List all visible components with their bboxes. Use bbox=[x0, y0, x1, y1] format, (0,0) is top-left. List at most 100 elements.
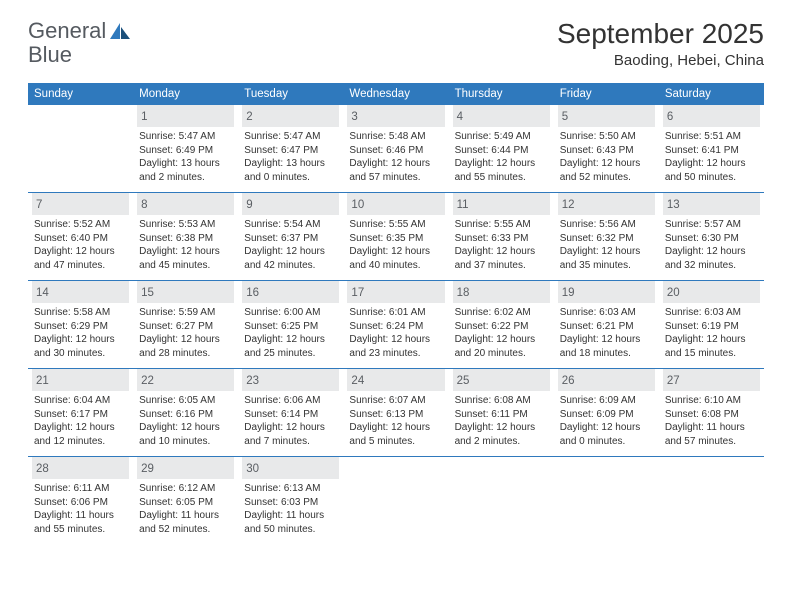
day-cell-11: 11Sunrise: 5:55 AMSunset: 6:33 PMDayligh… bbox=[449, 193, 554, 281]
sunrise-text: Sunrise: 5:57 AM bbox=[665, 218, 758, 232]
sunset-text: Sunset: 6:35 PM bbox=[349, 232, 442, 246]
sunrise-text: Sunrise: 6:01 AM bbox=[349, 306, 442, 320]
day-number: 27 bbox=[667, 375, 680, 387]
title-block: September 2025 Baoding, Hebei, China bbox=[557, 18, 764, 69]
sunset-text: Sunset: 6:06 PM bbox=[34, 496, 127, 510]
week-row: 7Sunrise: 5:52 AMSunset: 6:40 PMDaylight… bbox=[28, 193, 764, 281]
sunrise-text: Sunrise: 5:58 AM bbox=[34, 306, 127, 320]
sunset-text: Sunset: 6:29 PM bbox=[34, 320, 127, 334]
sunset-text: Sunset: 6:30 PM bbox=[665, 232, 758, 246]
sunset-text: Sunset: 6:24 PM bbox=[349, 320, 442, 334]
dayheader-thursday: Thursday bbox=[449, 83, 554, 105]
daynum-bar: 27 bbox=[663, 369, 760, 391]
day-number: 3 bbox=[351, 111, 357, 123]
calendar-body: 1Sunrise: 5:47 AMSunset: 6:49 PMDaylight… bbox=[28, 105, 764, 544]
daynum-bar: 3 bbox=[347, 105, 444, 127]
brand-logo: General bbox=[28, 18, 134, 44]
sunrise-text: Sunrise: 5:54 AM bbox=[244, 218, 337, 232]
sunset-text: Sunset: 6:11 PM bbox=[455, 408, 548, 422]
week-row: 21Sunrise: 6:04 AMSunset: 6:17 PMDayligh… bbox=[28, 369, 764, 457]
day-number: 20 bbox=[667, 287, 680, 299]
brand-text-2: Blue bbox=[28, 42, 72, 67]
sunrise-text: Sunrise: 6:12 AM bbox=[139, 482, 232, 496]
sunrise-text: Sunrise: 5:48 AM bbox=[349, 130, 442, 144]
day-info: Sunrise: 6:05 AMSunset: 6:16 PMDaylight:… bbox=[137, 394, 234, 448]
day-info: Sunrise: 6:09 AMSunset: 6:09 PMDaylight:… bbox=[558, 394, 655, 448]
sunrise-text: Sunrise: 6:10 AM bbox=[665, 394, 758, 408]
day-info: Sunrise: 5:56 AMSunset: 6:32 PMDaylight:… bbox=[558, 218, 655, 272]
daynum-bar: 20 bbox=[663, 281, 760, 303]
daynum-bar: 15 bbox=[137, 281, 234, 303]
daylight-text: Daylight: 12 hours and 18 minutes. bbox=[560, 333, 653, 360]
day-cell-empty bbox=[28, 105, 133, 193]
daylight-text: Daylight: 12 hours and 28 minutes. bbox=[139, 333, 232, 360]
daylight-text: Daylight: 12 hours and 7 minutes. bbox=[244, 421, 337, 448]
daynum-bar: 11 bbox=[453, 193, 550, 215]
daylight-text: Daylight: 11 hours and 52 minutes. bbox=[139, 509, 232, 536]
day-info: Sunrise: 6:03 AMSunset: 6:21 PMDaylight:… bbox=[558, 306, 655, 360]
day-cell-7: 7Sunrise: 5:52 AMSunset: 6:40 PMDaylight… bbox=[28, 193, 133, 281]
day-cell-5: 5Sunrise: 5:50 AMSunset: 6:43 PMDaylight… bbox=[554, 105, 659, 193]
day-info: Sunrise: 6:10 AMSunset: 6:08 PMDaylight:… bbox=[663, 394, 760, 448]
day-number: 4 bbox=[457, 111, 463, 123]
daylight-text: Daylight: 12 hours and 23 minutes. bbox=[349, 333, 442, 360]
sunrise-text: Sunrise: 5:49 AM bbox=[455, 130, 548, 144]
sunset-text: Sunset: 6:32 PM bbox=[560, 232, 653, 246]
sunrise-text: Sunrise: 5:52 AM bbox=[34, 218, 127, 232]
sunrise-text: Sunrise: 5:47 AM bbox=[139, 130, 232, 144]
daynum-bar: 9 bbox=[242, 193, 339, 215]
day-number: 12 bbox=[562, 199, 575, 211]
day-cell-16: 16Sunrise: 6:00 AMSunset: 6:25 PMDayligh… bbox=[238, 281, 343, 369]
day-cell-empty bbox=[343, 457, 448, 544]
day-cell-4: 4Sunrise: 5:49 AMSunset: 6:44 PMDaylight… bbox=[449, 105, 554, 193]
day-info: Sunrise: 6:03 AMSunset: 6:19 PMDaylight:… bbox=[663, 306, 760, 360]
daynum-bar: 13 bbox=[663, 193, 760, 215]
day-info: Sunrise: 5:51 AMSunset: 6:41 PMDaylight:… bbox=[663, 130, 760, 184]
day-cell-27: 27 Sunrise: 6:10 AMSunset: 6:08 PMDayligh… bbox=[659, 369, 764, 457]
daynum-bar: 10 bbox=[347, 193, 444, 215]
day-info: Sunrise: 6:13 AMSunset: 6:03 PMDaylight:… bbox=[242, 482, 339, 536]
sunrise-text: Sunrise: 6:05 AM bbox=[139, 394, 232, 408]
day-number: 14 bbox=[36, 287, 49, 299]
daylight-text: Daylight: 11 hours and 55 minutes. bbox=[34, 509, 127, 536]
day-number: 2 bbox=[246, 111, 252, 123]
daynum-bar: 21 bbox=[32, 369, 129, 391]
sunset-text: Sunset: 6:13 PM bbox=[349, 408, 442, 422]
month-title: September 2025 bbox=[557, 18, 764, 50]
day-number: 6 bbox=[667, 111, 673, 123]
sunset-text: Sunset: 6:22 PM bbox=[455, 320, 548, 334]
sunset-text: Sunset: 6:14 PM bbox=[244, 408, 337, 422]
daylight-text: Daylight: 12 hours and 30 minutes. bbox=[34, 333, 127, 360]
daylight-text: Daylight: 12 hours and 45 minutes. bbox=[139, 245, 232, 272]
day-number: 15 bbox=[141, 287, 154, 299]
sunset-text: Sunset: 6:46 PM bbox=[349, 144, 442, 158]
daylight-text: Daylight: 12 hours and 57 minutes. bbox=[349, 157, 442, 184]
day-cell-13: 13Sunrise: 5:57 AMSunset: 6:30 PMDayligh… bbox=[659, 193, 764, 281]
sunrise-text: Sunrise: 5:53 AM bbox=[139, 218, 232, 232]
day-info: Sunrise: 5:55 AMSunset: 6:35 PMDaylight:… bbox=[347, 218, 444, 272]
daynum-bar: 16 bbox=[242, 281, 339, 303]
daynum-bar: 5 bbox=[558, 105, 655, 127]
day-cell-10: 10 Sunrise: 5:55 AMSunset: 6:35 PMDayligh… bbox=[343, 193, 448, 281]
daynum-bar: 1 bbox=[137, 105, 234, 127]
daynum-bar: 6 bbox=[663, 105, 760, 127]
day-cell-14: 14 Sunrise: 5:58 AMSunset: 6:29 PMDayligh… bbox=[28, 281, 133, 369]
day-number: 17 bbox=[351, 287, 364, 299]
sunset-text: Sunset: 6:25 PM bbox=[244, 320, 337, 334]
day-number: 29 bbox=[141, 463, 154, 475]
day-info: Sunrise: 6:02 AMSunset: 6:22 PMDaylight:… bbox=[453, 306, 550, 360]
day-cell-8: 8Sunrise: 5:53 AMSunset: 6:38 PMDaylight… bbox=[133, 193, 238, 281]
dayheader-sunday: Sunday bbox=[28, 83, 133, 105]
day-number: 28 bbox=[36, 463, 49, 475]
day-info: Sunrise: 6:06 AMSunset: 6:14 PMDaylight:… bbox=[242, 394, 339, 448]
dayheader-tuesday: Tuesday bbox=[238, 83, 343, 105]
daynum-bar: 26 bbox=[558, 369, 655, 391]
day-number: 10 bbox=[351, 199, 364, 211]
day-number: 23 bbox=[246, 375, 259, 387]
sunset-text: Sunset: 6:17 PM bbox=[34, 408, 127, 422]
calendar-head: SundayMondayTuesdayWednesdayThursdayFrid… bbox=[28, 83, 764, 105]
sunset-text: Sunset: 6:05 PM bbox=[139, 496, 232, 510]
day-info: Sunrise: 6:11 AMSunset: 6:06 PMDaylight:… bbox=[32, 482, 129, 536]
day-cell-26: 26 Sunrise: 6:09 AMSunset: 6:09 PMDayligh… bbox=[554, 369, 659, 457]
day-number: 21 bbox=[36, 375, 49, 387]
